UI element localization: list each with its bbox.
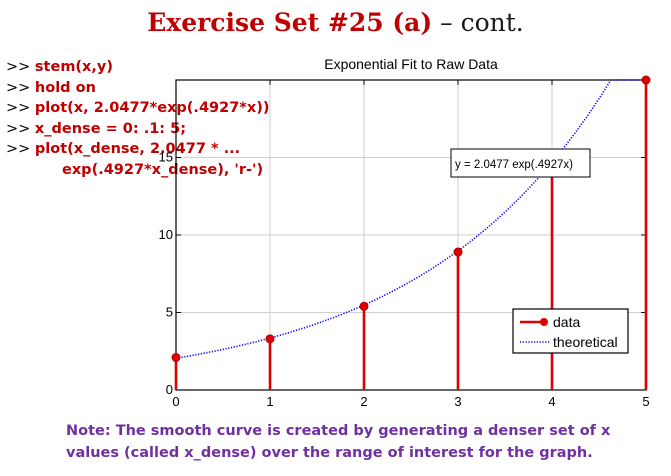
legend: data theoretical (512, 308, 629, 354)
code-line: >> plot(x_dense, 2.0477 * ... (6, 141, 241, 157)
code-line: >> hold on (6, 79, 96, 96)
code-line: >> plot(x, 2.0477*exp(.4927*x)) (6, 100, 270, 116)
x-tick-label: 5 (642, 394, 649, 409)
legend-theoretical-label: theoretical (553, 334, 618, 350)
x-tick-label: 3 (454, 394, 461, 409)
theoretical-curve (175, 79, 646, 360)
slide-title-main: Exercise Set #25 (a) (147, 8, 433, 37)
exponential-fit-chart: 0 1 2 3 4 5 0 5 10 15 Exponential Fit to Raw Data… (159, 56, 651, 409)
data-point (359, 301, 369, 311)
data-point (171, 352, 181, 362)
x-tick-label: 1 (266, 394, 273, 409)
code-line: exp(.4927*x_dense), 'r-') (62, 161, 264, 178)
y-tick-label: 0 (166, 382, 173, 397)
chart-title: Exponential Fit to Raw Data (324, 56, 498, 72)
slide-title-cont: – cont. (432, 8, 524, 37)
y-tick-label: 10 (159, 227, 173, 242)
slide-title: Exercise Set #25 (a) – cont. (0, 8, 671, 37)
x-tick-label: 2 (360, 394, 367, 409)
fit-annotation: y = 2.0477 exp(.4927x) (450, 148, 591, 178)
x-tick-label: 4 (548, 394, 555, 409)
data-point (641, 75, 651, 85)
ticks: 0 1 2 3 4 5 0 5 10 15 (159, 80, 650, 409)
code-line: >> stem(x,y) (6, 59, 113, 75)
legend-data-label: data (553, 314, 580, 330)
x-tick-label: 0 (172, 394, 179, 409)
code-line: >> x_dense = 0: .1: 5; (6, 120, 187, 137)
legend-box (512, 308, 629, 354)
data-point (265, 334, 275, 344)
note-text: Note: The smooth curve is created by gen… (66, 423, 611, 461)
data-point (453, 247, 463, 257)
y-tick-label: 5 (166, 305, 173, 320)
code-listing: >> stem(x,y) >> hold on >> plot(x, 2.047… (6, 57, 270, 180)
legend-data-marker (540, 318, 548, 326)
fit-annotation-text: y = 2.0477 exp(.4927x) (455, 159, 573, 171)
y-tick-label: 15 (159, 150, 173, 165)
